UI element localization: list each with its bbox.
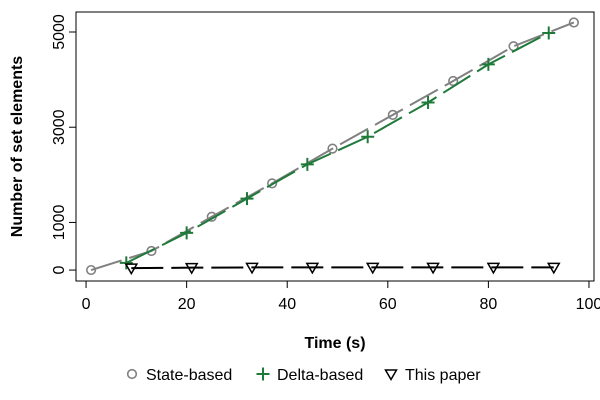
data-point	[267, 178, 278, 189]
data-point	[124, 263, 139, 276]
y-axis-title: Number of set elements	[9, 56, 26, 237]
x-tick-label: 100	[576, 296, 600, 313]
legend-marker	[256, 367, 270, 381]
data-point	[300, 157, 314, 171]
data-point	[568, 17, 579, 28]
x-axis-title: Time (s)	[304, 335, 365, 352]
data-point	[305, 262, 320, 275]
legend-marker	[384, 369, 398, 381]
legend-label: This paper	[405, 367, 481, 384]
series-line	[131, 266, 554, 270]
data-point	[546, 262, 561, 275]
series-line	[125, 32, 550, 264]
legend-label: Delta-based	[277, 367, 363, 384]
data-point	[146, 245, 157, 257]
y-tick-label: 5000	[51, 14, 68, 50]
series-delta-based	[119, 26, 556, 270]
data-point	[426, 262, 440, 275]
y-tick-label: 1000	[51, 205, 68, 241]
data-point	[245, 262, 259, 275]
x-tick-label: 80	[479, 296, 497, 313]
plot-frame	[75, 11, 595, 282]
y-tick-label: 0	[51, 266, 68, 275]
y-tick-label: 3000	[51, 109, 68, 145]
data-point	[448, 75, 459, 87]
series-this-paper	[124, 262, 561, 276]
data-point	[486, 262, 501, 275]
data-point	[542, 26, 556, 40]
data-point	[387, 109, 398, 120]
data-point	[421, 95, 435, 109]
data-point	[240, 192, 254, 206]
x-tick-label: 40	[278, 296, 296, 313]
data-point	[184, 262, 199, 275]
x-tick-label: 60	[379, 296, 397, 313]
series-line	[90, 21, 575, 272]
data-point	[85, 264, 97, 276]
legend-marker	[126, 368, 138, 380]
data-point	[327, 143, 338, 154]
data-point	[365, 262, 380, 275]
data-point	[481, 57, 495, 71]
data-point	[180, 226, 194, 240]
legend-item: Delta-based	[256, 367, 363, 384]
legend-item: This paper	[384, 367, 481, 384]
x-tick-label: 20	[178, 296, 196, 313]
data-point	[361, 130, 375, 144]
data-point	[119, 256, 133, 270]
x-tick-label: 0	[82, 296, 91, 313]
legend-label: State-based	[146, 367, 232, 384]
legend-item: State-based	[126, 367, 232, 384]
